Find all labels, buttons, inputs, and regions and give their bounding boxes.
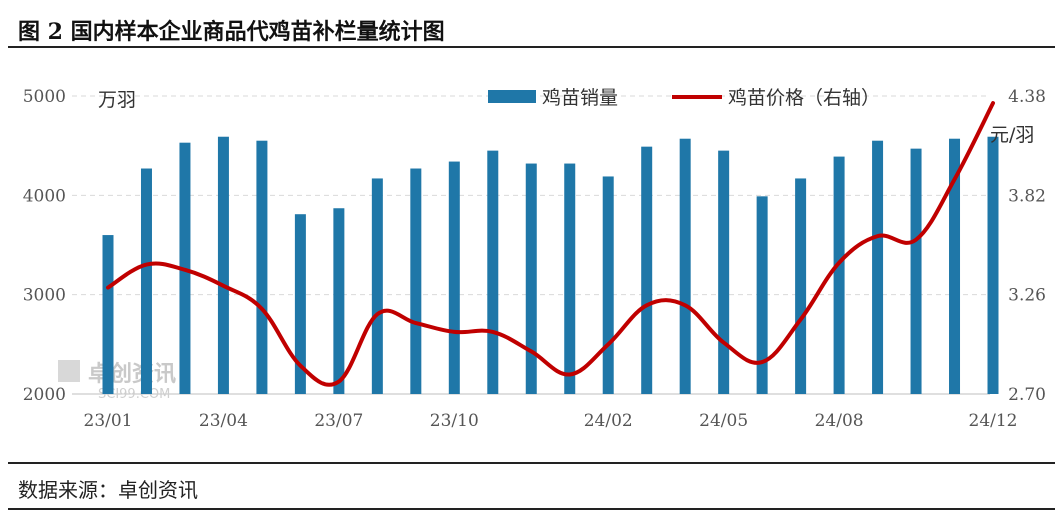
bar	[602, 176, 614, 394]
price-line	[106, 101, 995, 387]
bar	[872, 140, 884, 394]
bar	[102, 235, 114, 394]
right-tick-label: 3.82	[1008, 186, 1046, 206]
bar	[448, 161, 460, 394]
x-tick-label: 23/04	[199, 411, 248, 431]
bar	[217, 136, 229, 394]
source-bar: 数据来源：卓创资讯	[8, 462, 1055, 510]
bar	[525, 163, 537, 394]
source-text: 数据来源：卓创资讯	[18, 478, 198, 502]
legend-bar-swatch	[488, 90, 536, 103]
x-tick-label: 24/12	[969, 411, 1018, 431]
left-axis-unit: 万羽	[98, 89, 136, 111]
bar	[910, 148, 922, 394]
bar	[795, 178, 807, 394]
watermark-logo	[58, 360, 80, 382]
left-tick-label: 2000	[23, 385, 66, 405]
right-axis-unit: 元/羽	[990, 124, 1034, 146]
watermark-sub: SCI99.COM	[98, 387, 170, 402]
bar	[756, 196, 768, 394]
bar	[641, 146, 653, 394]
x-tick-label: 24/08	[815, 411, 864, 431]
left-tick-label: 4000	[23, 186, 66, 206]
left-axis-ticks: 2000 3000 4000 5000	[23, 87, 66, 405]
bar	[371, 178, 383, 394]
bar	[294, 214, 306, 394]
left-tick-label: 3000	[23, 286, 66, 306]
chart-title: 图 2 国内样本企业商品代鸡苗补栏量统计图	[18, 19, 445, 45]
left-tick-label: 5000	[23, 87, 66, 107]
legend-bar-label: 鸡苗销量	[542, 87, 618, 109]
x-tick-label: 24/05	[699, 411, 748, 431]
bar	[410, 168, 422, 394]
right-tick-label: 2.70	[1008, 385, 1046, 405]
bar	[487, 150, 499, 394]
watermark: 卓创资讯 SCI99.COM	[58, 360, 176, 402]
x-tick-label: 24/02	[584, 411, 633, 431]
bar	[833, 156, 845, 394]
watermark-text: 卓创资讯	[88, 362, 176, 387]
x-axis-ticks: 23/01 23/04 23/07 23/10 24/02 24/05 24/08 24/12	[84, 411, 1018, 431]
x-tick-label: 23/07	[314, 411, 363, 431]
bar	[718, 150, 730, 394]
x-tick-label: 23/10	[430, 411, 479, 431]
bar	[949, 138, 961, 394]
legend-line-label: 鸡苗价格（右轴）	[728, 87, 880, 109]
bar	[333, 208, 345, 394]
x-tick-label: 23/01	[84, 411, 133, 431]
right-axis-ticks: 2.70 3.26 3.82 4.38	[1008, 87, 1046, 405]
right-tick-label: 3.26	[1008, 286, 1046, 306]
title-bar: 图 2 国内样本企业商品代鸡苗补栏量统计图	[8, 10, 1055, 48]
bar	[679, 138, 691, 394]
bar	[564, 163, 576, 394]
legend: 鸡苗销量 鸡苗价格（右轴）	[488, 87, 880, 109]
bar	[256, 140, 268, 394]
bar	[987, 136, 999, 394]
bar-series	[102, 136, 999, 394]
right-tick-label: 4.38	[1008, 87, 1046, 107]
bar	[140, 168, 152, 394]
